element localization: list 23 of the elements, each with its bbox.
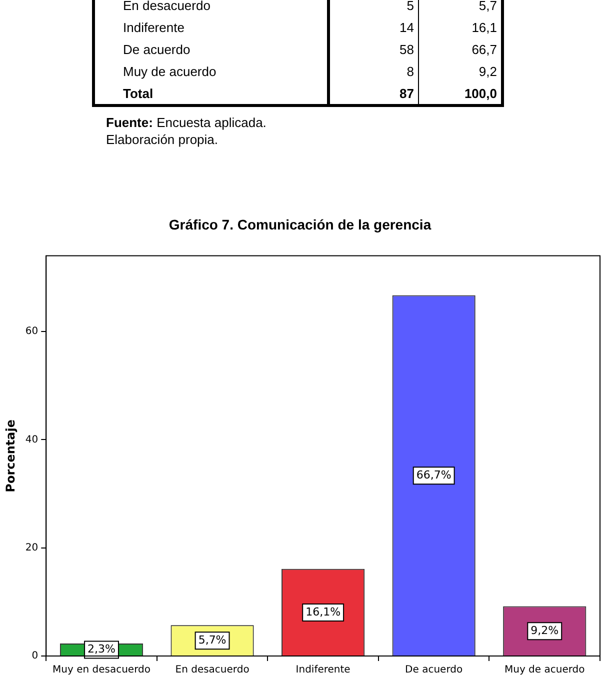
- x-tick-label: De acuerdo: [405, 664, 463, 676]
- y-tick-label: 40: [25, 434, 38, 446]
- text: De acuerdo 58 66,7: [123, 42, 497, 56]
- data-label: 9,2%: [530, 624, 559, 637]
- y-tick-label: 20: [25, 542, 38, 554]
- data-label: 2,3%: [88, 642, 116, 656]
- text: Elaboración propia.: [106, 131, 220, 148]
- x-tick-label: Muy en desacuerdo: [52, 664, 150, 676]
- y-tick-label: 60: [25, 326, 38, 338]
- chart-title: Gráfico 7. Comunicación de la gerencia: [168, 216, 432, 232]
- x-tick-label: En desacuerdo: [175, 664, 250, 676]
- text: Indiferente 14 16,1: [123, 20, 497, 34]
- text: Total 87 100,0: [123, 86, 497, 100]
- y-axis-title: Porcentaje: [3, 419, 18, 492]
- text: Muy de acuerdo 8 9,2: [123, 64, 497, 78]
- data-label: 16,1%: [306, 605, 341, 618]
- data-label: 66,7%: [416, 468, 452, 482]
- text: En desacuerdo 5 5,7: [123, 0, 497, 12]
- x-tick-label: Muy de acuerdo: [504, 664, 585, 676]
- data-label: 5,7%: [198, 633, 226, 646]
- source-note: Fuente: Encuesta aplicada.: [106, 114, 266, 131]
- y-tick-label: 0: [32, 650, 38, 662]
- x-tick-label: Indiferente: [296, 664, 350, 676]
